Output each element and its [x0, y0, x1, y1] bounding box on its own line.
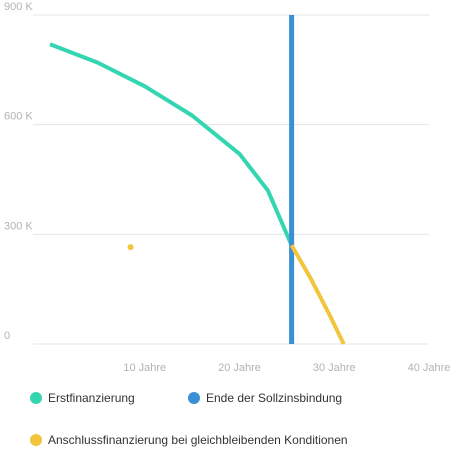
series-line-0 [49, 42, 294, 247]
x-tick-label: 40 Jahre [408, 362, 451, 374]
legend-item-erstfinanzierung[interactable]: Erstfinanzierung [30, 391, 135, 405]
x-axis-ticks: 10 Jahre 20 Jahre 30 Jahre 40 Jahre [123, 362, 450, 374]
chart-marks [49, 15, 346, 345]
legend-marker [30, 434, 42, 446]
legend-label: Anschlussfinanzierung bei gleichbleibend… [48, 433, 348, 447]
y-tick-label: 0 [4, 330, 10, 342]
legend-label: Ende der Sollzinsbindung [206, 391, 343, 405]
legend-marker [188, 392, 200, 404]
chart: 0 300 K 600 K 900 K 10 Jahre 20 Jahre 30 Jahr… [4, 1, 450, 374]
y-tick-label: 900 K [4, 1, 33, 13]
y-tick-label: 600 K [4, 111, 33, 123]
legend-label: Erstfinanzierung [48, 391, 135, 405]
x-tick-label: 20 Jahre [218, 362, 261, 374]
legend-item-ende-der-sollzinsbindung[interactable]: Ende der Sollzinsbindung [188, 391, 342, 405]
x-tick-label: 30 Jahre [313, 362, 356, 374]
y-tick-label: 300 K [4, 220, 33, 232]
grid-lines [33, 14, 429, 345]
series-point [127, 244, 134, 251]
x-tick-label: 10 Jahre [123, 362, 166, 374]
legend-marker [30, 392, 42, 404]
y-axis-ticks: 0 300 K 600 K 900 K [4, 1, 33, 342]
series-line-2 [289, 244, 346, 345]
legend-item-anschlussfinanzierung[interactable]: Anschlussfinanzierung bei gleichbleibend… [30, 433, 348, 447]
